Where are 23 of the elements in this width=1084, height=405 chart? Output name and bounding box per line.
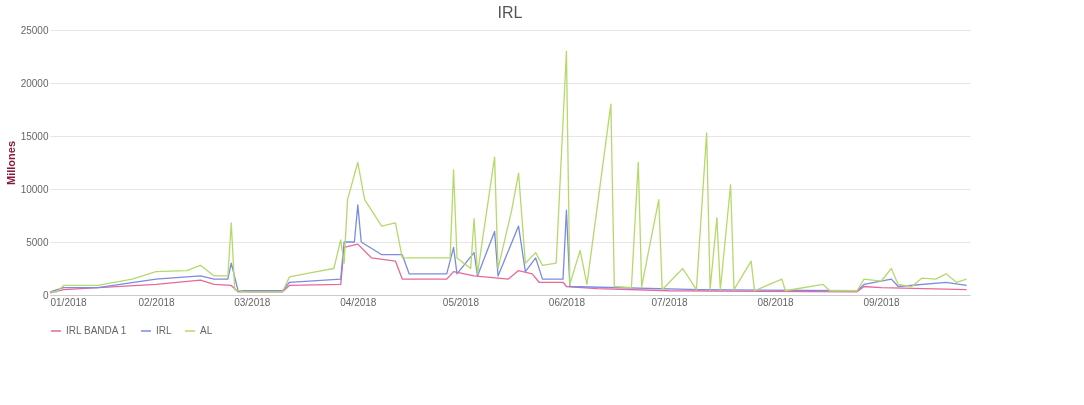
y-tick-label: 10000 [20, 183, 49, 195]
y-tick-label: 25000 [20, 24, 49, 36]
legend-label: AL [200, 325, 213, 336]
x-tick-label: 03/2018 [234, 296, 271, 308]
line-series [49, 204, 968, 293]
y-tick-label: 5000 [26, 236, 49, 248]
chart-title: IRL [497, 4, 523, 21]
y-axis-title: Millones [4, 140, 17, 186]
line-series [49, 50, 968, 293]
legend-label: IRL [156, 325, 172, 336]
x-tick-label: 09/2018 [863, 296, 901, 308]
x-tick-label: 02/2018 [138, 296, 176, 308]
legend-label: IRL BANDA 1 [66, 325, 127, 336]
x-tick-label: 01/2018 [50, 296, 88, 308]
y-tick-label: 20000 [20, 77, 49, 89]
y-tick-label: 0 [42, 289, 49, 301]
x-tick-label: 07/2018 [651, 296, 689, 308]
y-tick-label: 15000 [20, 130, 49, 142]
x-tick-label: 08/2018 [757, 296, 795, 308]
x-tick-label: 04/2018 [340, 296, 377, 308]
line-series [49, 243, 968, 294]
x-tick-label: 06/2018 [548, 296, 586, 308]
x-tick-label: 05/2018 [442, 296, 480, 308]
